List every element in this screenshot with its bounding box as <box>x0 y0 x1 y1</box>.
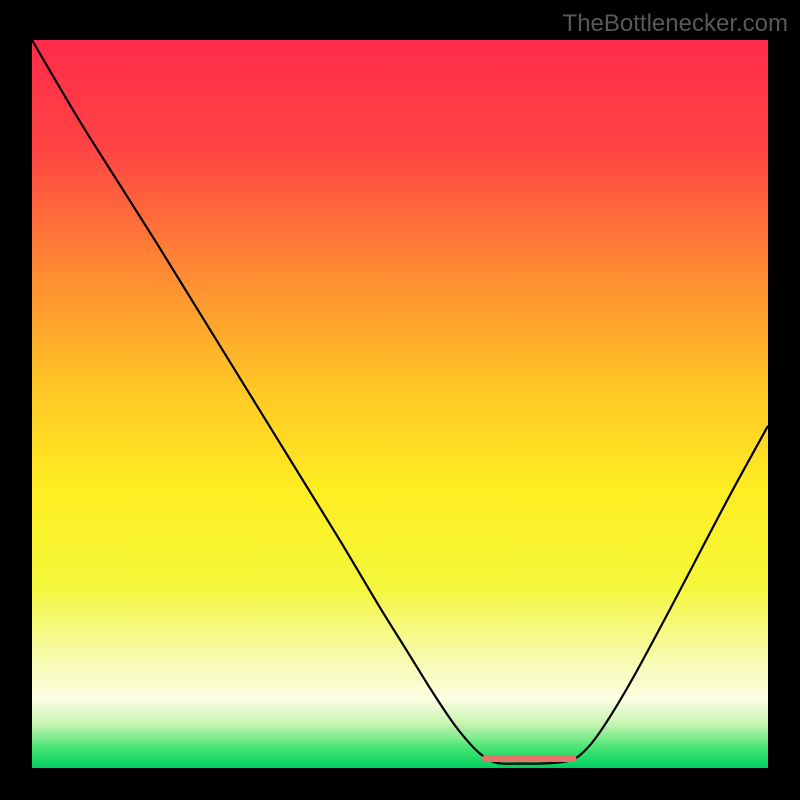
chart-plot-area <box>32 40 768 768</box>
chart-svg <box>32 40 768 768</box>
watermark-text: TheBottlenecker.com <box>563 10 788 38</box>
chart-background <box>32 40 768 768</box>
